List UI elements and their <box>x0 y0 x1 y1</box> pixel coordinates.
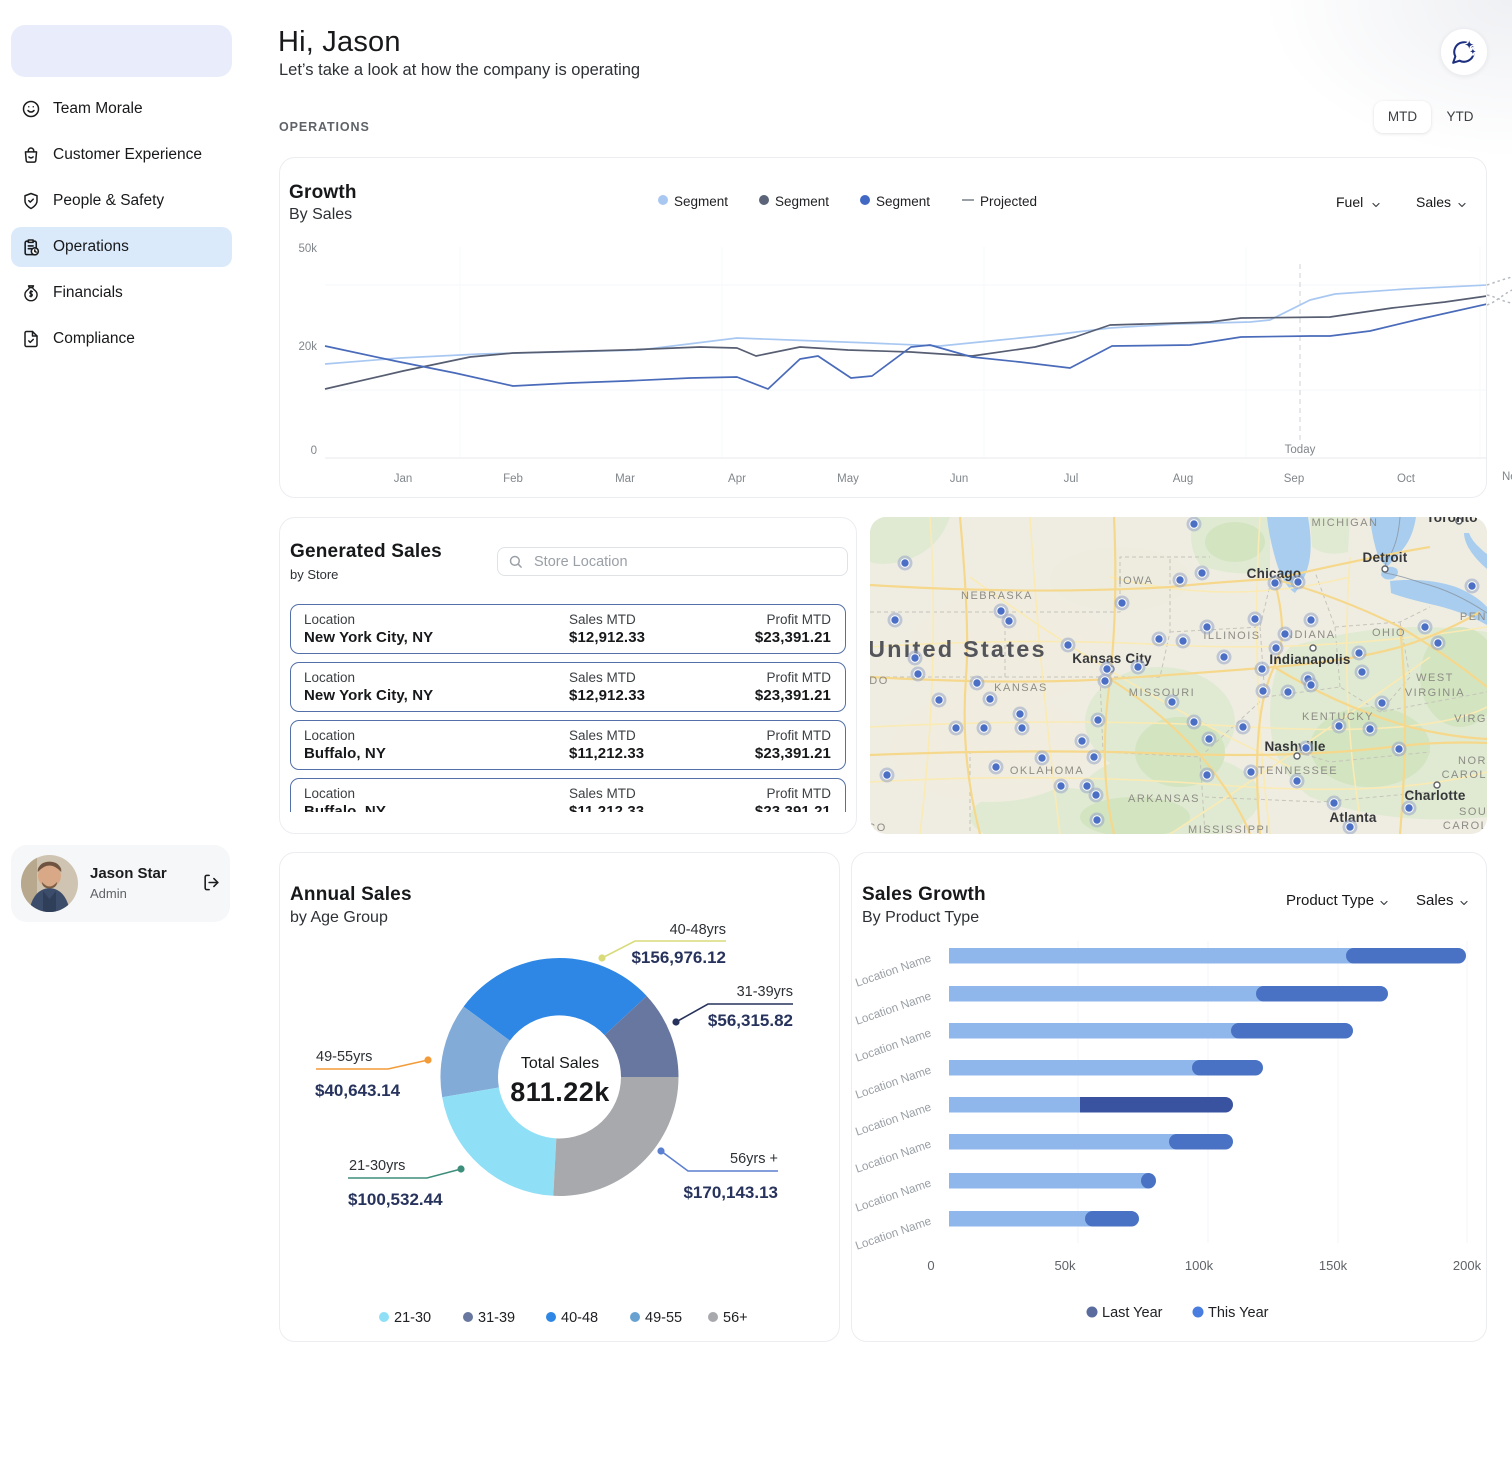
svg-text:Location Name: Location Name <box>853 988 933 1027</box>
svg-text:20k: 20k <box>298 341 317 353</box>
svg-text:40-48yrs: 40-48yrs <box>670 922 726 938</box>
svg-text:49-55: 49-55 <box>645 1310 682 1326</box>
svg-text:Chicago: Chicago <box>1247 566 1302 581</box>
svg-text:0: 0 <box>927 1258 934 1273</box>
svg-text:CO: CO <box>870 822 887 834</box>
svg-text:21-30: 21-30 <box>394 1310 431 1326</box>
svg-text:Detroit: Detroit <box>1363 550 1408 565</box>
svg-text:31-39yrs: 31-39yrs <box>737 984 793 1000</box>
svg-text:United States: United States <box>870 636 1047 662</box>
svg-text:811.22k: 811.22k <box>510 1077 610 1107</box>
svg-text:21-30yrs: 21-30yrs <box>349 1158 405 1174</box>
svg-text:50k: 50k <box>1055 1258 1076 1273</box>
svg-text:NOR: NOR <box>1458 755 1487 767</box>
svg-text:Total Sales: Total Sales <box>521 1055 599 1072</box>
svg-text:$156,976.12: $156,976.12 <box>631 948 726 967</box>
svg-text:100k: 100k <box>1185 1258 1214 1273</box>
svg-text:WEST: WEST <box>1416 672 1454 684</box>
svg-text:Jul: Jul <box>1064 473 1079 485</box>
svg-text:TENNESSEE: TENNESSEE <box>1258 765 1338 777</box>
svg-text:MISSISSIPPI: MISSISSIPPI <box>1188 824 1270 834</box>
svg-text:Aug: Aug <box>1173 473 1193 485</box>
svg-text:OHIO: OHIO <box>1372 627 1406 639</box>
svg-text:MISSOURI: MISSOURI <box>1129 687 1195 699</box>
svg-text:INDIANA: INDIANA <box>1280 629 1335 641</box>
svg-text:Jun: Jun <box>950 473 969 485</box>
svg-text:Nashville: Nashville <box>1264 739 1325 754</box>
svg-text:ARKANSAS: ARKANSAS <box>1128 793 1200 805</box>
svg-text:$40,643.14: $40,643.14 <box>315 1081 401 1100</box>
svg-text:Last Year: Last Year <box>1102 1305 1163 1321</box>
svg-text:KANSAS: KANSAS <box>994 682 1048 694</box>
svg-text:NEBRASKA: NEBRASKA <box>961 590 1033 602</box>
svg-text:OKLAHOMA: OKLAHOMA <box>1010 765 1084 777</box>
svg-text:40-48: 40-48 <box>561 1310 598 1326</box>
svg-text:Apr: Apr <box>728 473 746 485</box>
svg-text:CAROLINA: CAROLINA <box>1443 820 1487 832</box>
svg-text:Location Name: Location Name <box>853 1025 933 1064</box>
svg-text:Location Name: Location Name <box>853 1213 933 1252</box>
svg-text:VIRGINIA: VIRGINIA <box>1405 687 1465 699</box>
svg-text:Oct: Oct <box>1397 473 1416 485</box>
svg-text:Kansas City: Kansas City <box>1072 651 1152 666</box>
svg-text:This Year: This Year <box>1208 1305 1269 1321</box>
svg-text:VIRG: VIRG <box>1454 713 1487 725</box>
svg-text:56+: 56+ <box>723 1310 748 1326</box>
svg-text:Location Name: Location Name <box>853 950 933 989</box>
svg-text:31-39: 31-39 <box>478 1310 515 1326</box>
svg-text:$100,532.44: $100,532.44 <box>348 1190 443 1209</box>
svg-text:50k: 50k <box>298 243 317 255</box>
svg-text:0: 0 <box>311 445 317 457</box>
svg-text:200k: 200k <box>1453 1258 1482 1273</box>
svg-text:Atlanta: Atlanta <box>1329 810 1376 825</box>
svg-text:Charlotte: Charlotte <box>1404 788 1465 803</box>
svg-text:Location Name: Location Name <box>853 1175 933 1214</box>
svg-text:Sep: Sep <box>1284 473 1304 485</box>
svg-text:Location Name: Location Name <box>853 1099 933 1138</box>
svg-text:PEN: PEN <box>1460 611 1487 623</box>
svg-text:ILLINOIS: ILLINOIS <box>1203 630 1260 642</box>
svg-text:CAROL: CAROL <box>1442 769 1487 781</box>
svg-text:SOUTH: SOUTH <box>1459 806 1487 818</box>
svg-text:Location Name: Location Name <box>853 1136 933 1175</box>
svg-text:Toronto: Toronto <box>1426 517 1477 525</box>
svg-text:56yrs +: 56yrs + <box>730 1151 778 1167</box>
svg-text:Location Name: Location Name <box>853 1062 933 1101</box>
svg-text:150k: 150k <box>1319 1258 1348 1273</box>
svg-text:IOWA: IOWA <box>1119 575 1154 587</box>
svg-text:$56,315.82: $56,315.82 <box>708 1011 793 1030</box>
svg-text:May: May <box>837 473 859 485</box>
svg-text:Jan: Jan <box>394 473 413 485</box>
svg-text:KENTUCKY: KENTUCKY <box>1302 711 1374 723</box>
svg-text:Mar: Mar <box>615 473 635 485</box>
svg-text:Indianapolis: Indianapolis <box>1269 652 1350 667</box>
svg-text:$170,143.13: $170,143.13 <box>683 1183 778 1202</box>
svg-text:Today: Today <box>1285 444 1316 456</box>
svg-text:49-55yrs: 49-55yrs <box>316 1049 372 1065</box>
svg-text:Feb: Feb <box>503 473 523 485</box>
svg-text:MICHIGAN: MICHIGAN <box>1312 517 1379 529</box>
svg-text:DO: DO <box>870 675 889 687</box>
